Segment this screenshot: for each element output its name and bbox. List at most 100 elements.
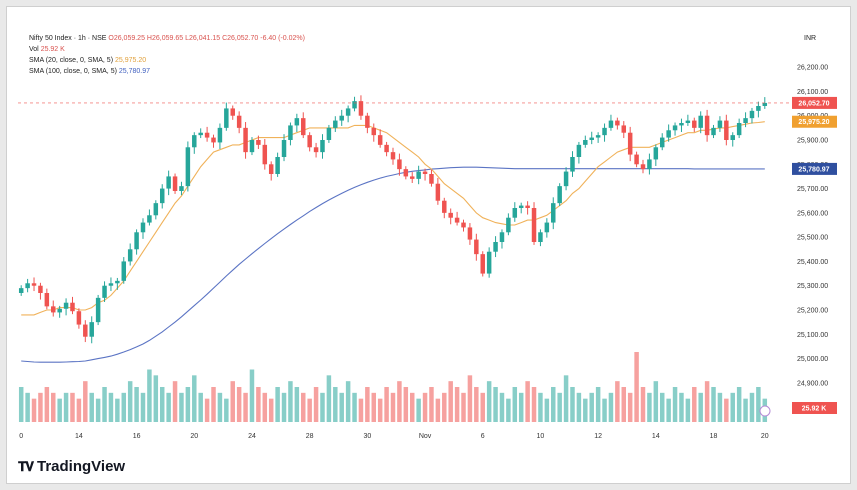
candle-body [365, 115, 370, 128]
candle-body [512, 208, 518, 218]
volume-bar [134, 387, 139, 422]
volume-bar [313, 387, 319, 422]
volume-bar [653, 381, 659, 422]
candle-body [486, 251, 492, 274]
volume-bar [698, 392, 703, 422]
candle-body [211, 137, 216, 143]
candle-body [563, 171, 569, 187]
volume-bar [345, 381, 351, 422]
candle-body [204, 132, 210, 138]
tradingview-logo-icon: 𝐓𝐕 [18, 458, 34, 474]
volume-badge: 25.92 K [802, 406, 827, 413]
candle-body [480, 254, 485, 274]
candle-body [570, 157, 575, 172]
candle-body [326, 127, 332, 140]
volume-bar [377, 398, 383, 422]
volume-bar [121, 392, 127, 422]
volume-bar [749, 392, 755, 422]
volume-bar [288, 381, 293, 422]
x-tick-label: Nov [419, 433, 432, 440]
volume-bar [692, 387, 697, 422]
volume-bar [557, 392, 562, 422]
y-tick-label: 25,500.00 [797, 235, 828, 242]
candle-body [647, 159, 652, 170]
candle-body [467, 227, 473, 240]
legend-change: -6.40 (-0.02%) [260, 35, 305, 42]
x-tick-label: 12 [594, 433, 602, 440]
sma20-line [21, 121, 765, 316]
candle-body [166, 176, 171, 189]
y-tick-label: 25,300.00 [797, 283, 828, 290]
candle-body [127, 249, 133, 262]
candle-body [44, 293, 50, 307]
volume-bar [704, 381, 710, 422]
candle-body [756, 106, 761, 111]
candle-body [602, 127, 607, 136]
candle-body [711, 127, 716, 136]
volume-bar [486, 381, 492, 422]
volume-bar [320, 392, 325, 422]
candle-body [506, 217, 511, 233]
legend-symbol-row: Nifty 50 Index · 1h · NSE O26,059.25 H26… [29, 33, 305, 44]
candle-body [192, 135, 197, 148]
volume-bar [51, 392, 56, 422]
y-tick-label: 25,900.00 [797, 138, 828, 145]
candle-body [679, 123, 684, 126]
volume-bar [685, 398, 691, 422]
x-tick-label: 0 [19, 433, 23, 440]
volume-bar [717, 392, 723, 422]
candle-body [217, 127, 223, 143]
volume-bar [531, 387, 537, 422]
volume-bar [544, 398, 550, 422]
candle-body [172, 176, 178, 191]
x-tick-label: 6 [481, 433, 485, 440]
candle-body [692, 120, 697, 128]
volume-bar [83, 381, 88, 422]
volume-bar [570, 387, 575, 422]
chart-legend: Nifty 50 Index · 1h · NSE O26,059.25 H26… [29, 33, 305, 77]
volume-bar [627, 392, 633, 422]
volume-bar [294, 387, 300, 422]
volume-bar [57, 398, 62, 422]
candle-body [198, 132, 203, 136]
candle-body [403, 169, 409, 177]
candle-body [70, 302, 75, 312]
volume-badge-bg [792, 402, 837, 414]
volume-bar [256, 387, 261, 422]
volume-bar [192, 375, 197, 422]
volume-bar [474, 387, 479, 422]
volume-bar [153, 375, 159, 422]
volume-bar [307, 398, 312, 422]
candle-body [525, 205, 530, 208]
volume-bar [102, 387, 107, 422]
candle-body [25, 283, 30, 289]
volume-bar [70, 392, 75, 422]
lightning-icon [759, 405, 771, 417]
candle-body [454, 217, 460, 223]
candle-body [640, 164, 646, 170]
legend-sma100-label: SMA (100, close, 0, SMA, 5) [29, 68, 117, 75]
candle-body [108, 283, 114, 286]
candle-body [538, 232, 543, 242]
volume-bar [730, 392, 735, 422]
legend-vol-value: 25.92 K [40, 46, 65, 53]
legend-sma20-value: 25,975.20 [114, 57, 147, 64]
sma100-line [21, 166, 765, 363]
volume-bar [435, 398, 441, 422]
volume-bar [185, 387, 191, 422]
volume-bar [647, 392, 652, 422]
candle-body [288, 125, 293, 140]
candle-body [749, 110, 755, 119]
volume-bar [339, 392, 344, 422]
y-tick-label: 25,700.00 [797, 186, 828, 193]
x-tick-label: 20 [190, 433, 198, 440]
x-tick-label: 20 [761, 433, 769, 440]
candle-body [409, 176, 415, 179]
candle-body [38, 285, 43, 293]
candle-body [95, 297, 101, 323]
candle-body [634, 154, 639, 165]
candle-body [268, 164, 274, 174]
volume-bar [679, 392, 684, 422]
candle-body [185, 147, 191, 187]
